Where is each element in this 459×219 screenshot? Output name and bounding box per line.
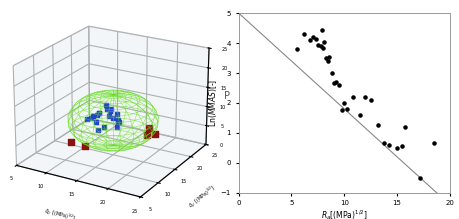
Point bbox=[307, 38, 314, 42]
X-axis label: $R_a$[(MPa)$^{1/2}$]: $R_a$[(MPa)$^{1/2}$] bbox=[321, 208, 368, 219]
Point bbox=[375, 124, 382, 127]
Point bbox=[367, 98, 375, 102]
Y-axis label: $\delta_H$ [(MPa)$^{1/2}$]: $\delta_H$ [(MPa)$^{1/2}$] bbox=[186, 183, 218, 212]
X-axis label: $\delta_D$ [(MPa)$^{1/2}$]: $\delta_D$ [(MPa)$^{1/2}$] bbox=[43, 206, 77, 219]
Y-axis label: Ln($MMAS$)[-]: Ln($MMAS$)[-] bbox=[207, 79, 219, 127]
Point bbox=[431, 142, 438, 145]
Point bbox=[385, 143, 392, 147]
Point bbox=[349, 95, 356, 99]
Point bbox=[393, 146, 401, 150]
Point bbox=[357, 113, 364, 117]
Point bbox=[381, 142, 388, 145]
Text: P: P bbox=[224, 90, 230, 101]
Point bbox=[330, 82, 337, 85]
Point bbox=[398, 145, 406, 148]
Point bbox=[320, 40, 328, 43]
Point bbox=[328, 71, 335, 75]
Point bbox=[317, 44, 325, 48]
Point bbox=[319, 28, 326, 31]
Point bbox=[309, 35, 316, 39]
Point bbox=[402, 125, 409, 129]
Point bbox=[362, 95, 369, 99]
Point bbox=[335, 83, 342, 87]
Point bbox=[312, 37, 319, 40]
Point bbox=[326, 55, 333, 58]
Point bbox=[314, 43, 322, 46]
Point bbox=[344, 107, 351, 111]
Point bbox=[293, 47, 301, 51]
Point bbox=[319, 46, 327, 49]
Point bbox=[323, 56, 330, 60]
Point bbox=[332, 80, 340, 84]
Point bbox=[301, 32, 308, 36]
Point bbox=[341, 101, 348, 105]
Point bbox=[417, 176, 424, 180]
Point bbox=[325, 59, 332, 63]
Point bbox=[338, 109, 346, 112]
